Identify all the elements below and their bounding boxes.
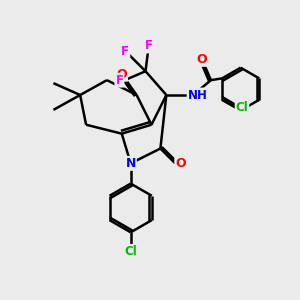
Text: NH: NH xyxy=(188,88,208,101)
Text: O: O xyxy=(116,68,127,81)
Text: Cl: Cl xyxy=(124,245,137,258)
Text: F: F xyxy=(145,40,152,52)
Text: F: F xyxy=(121,45,129,58)
Text: O: O xyxy=(197,53,207,66)
Text: Cl: Cl xyxy=(236,101,248,114)
Text: O: O xyxy=(175,157,186,170)
Text: N: N xyxy=(125,157,136,170)
Text: F: F xyxy=(116,74,123,87)
